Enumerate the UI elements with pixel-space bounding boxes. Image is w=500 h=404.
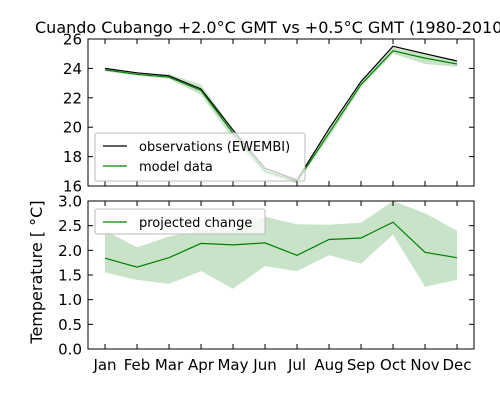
- y-tick-label: 18: [63, 148, 82, 166]
- x-tick-label: Mar: [155, 356, 184, 374]
- x-tick-label: Sep: [347, 356, 375, 374]
- y-tick-label: 3.0: [58, 193, 82, 211]
- y-axis-label: Temperature [ °C]: [27, 200, 46, 344]
- series-band-1: [105, 47, 457, 184]
- y-tick-label: 20: [63, 119, 82, 137]
- x-tick-label: Oct: [380, 356, 406, 374]
- chart-title: Cuando Cubango +2.0°C GMT vs +0.5°C GMT …: [35, 18, 500, 37]
- legend-box: [94, 208, 266, 235]
- x-tick-label: Jul: [287, 356, 306, 374]
- x-tick-label: Dec: [442, 356, 471, 374]
- series-band-0: [105, 201, 457, 289]
- x-tick-label: May: [217, 356, 248, 374]
- legend-label-0: projected change: [139, 216, 252, 231]
- top-panel: 16 18 20 22 24 26 observations (EWEMBI) model d…: [63, 31, 475, 196]
- y-tick-label: 0.5: [58, 316, 82, 334]
- legend-label-0: observations (EWEMBI): [139, 140, 290, 155]
- legend-label-1: model data: [139, 160, 213, 175]
- y-tick-label: 0.0: [58, 341, 82, 359]
- y-tick-label: 16: [63, 178, 82, 196]
- y-tick-label: 1.5: [58, 267, 82, 285]
- x-tick-label: Nov: [410, 356, 439, 374]
- y-tick-label: 22: [63, 89, 82, 107]
- bottom-panel: 0.0 0.5 1.0 1.5 2.0 2.5 3.0 Jan Feb Mar Apr May Jun J…: [58, 193, 475, 374]
- x-tick-label: Jan: [92, 356, 116, 374]
- y-tick-label: 1.0: [58, 291, 82, 309]
- y-tick-label: 2.5: [58, 217, 82, 235]
- x-tick-label: Apr: [188, 356, 215, 374]
- y-tick-label: 24: [63, 60, 82, 78]
- y-tick-label: 26: [63, 31, 82, 49]
- x-tick-label: Aug: [314, 356, 343, 374]
- plot-frame: [87, 38, 475, 187]
- legend-box: [94, 132, 306, 182]
- x-tick-label: Jun: [252, 356, 276, 374]
- x-tick-label: Feb: [124, 356, 151, 374]
- y-tick-label: 2.0: [58, 242, 82, 260]
- series-line-0: [104, 221, 458, 268]
